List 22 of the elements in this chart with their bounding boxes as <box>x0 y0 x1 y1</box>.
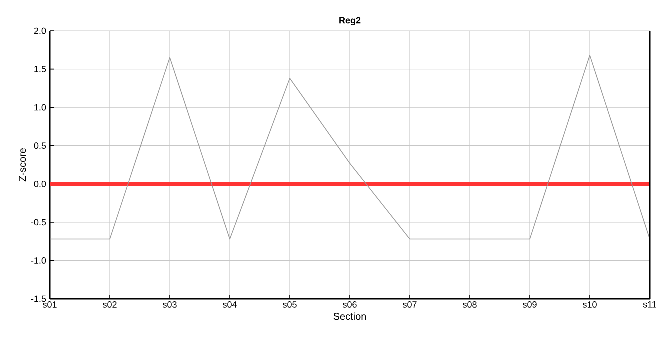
y-axis-title: Z-score <box>19 148 26 182</box>
x-tick-label: s02 <box>103 302 117 308</box>
x-tick-label: s03 <box>163 302 177 308</box>
y-tick-label: 1.5 <box>34 66 46 72</box>
y-tick-label: 2.0 <box>34 28 46 34</box>
y-tick-label: -1.0 <box>31 258 46 264</box>
y-tick-label: -0.5 <box>31 219 46 226</box>
y-tick-label: -1.5 <box>31 296 46 302</box>
x-tick-label: s08 <box>463 302 477 308</box>
x-tick-label: s05 <box>283 302 297 308</box>
x-tick-label: s10 <box>583 302 597 308</box>
x-tick-label: s11 <box>643 302 656 308</box>
y-tick-label: 0.0 <box>34 180 46 188</box>
chart-title: Reg2 <box>340 17 361 26</box>
x-tick-label: s06 <box>343 302 357 308</box>
x-axis-title: Section <box>334 312 366 320</box>
x-tick-label: s01 <box>43 302 57 308</box>
y-tick-label: 0.5 <box>34 142 46 150</box>
x-tick-label: s04 <box>223 302 237 308</box>
x-tick-label: s09 <box>523 302 537 308</box>
x-tick-label: s07 <box>403 302 417 308</box>
y-tick-label: 1.0 <box>34 104 46 111</box>
